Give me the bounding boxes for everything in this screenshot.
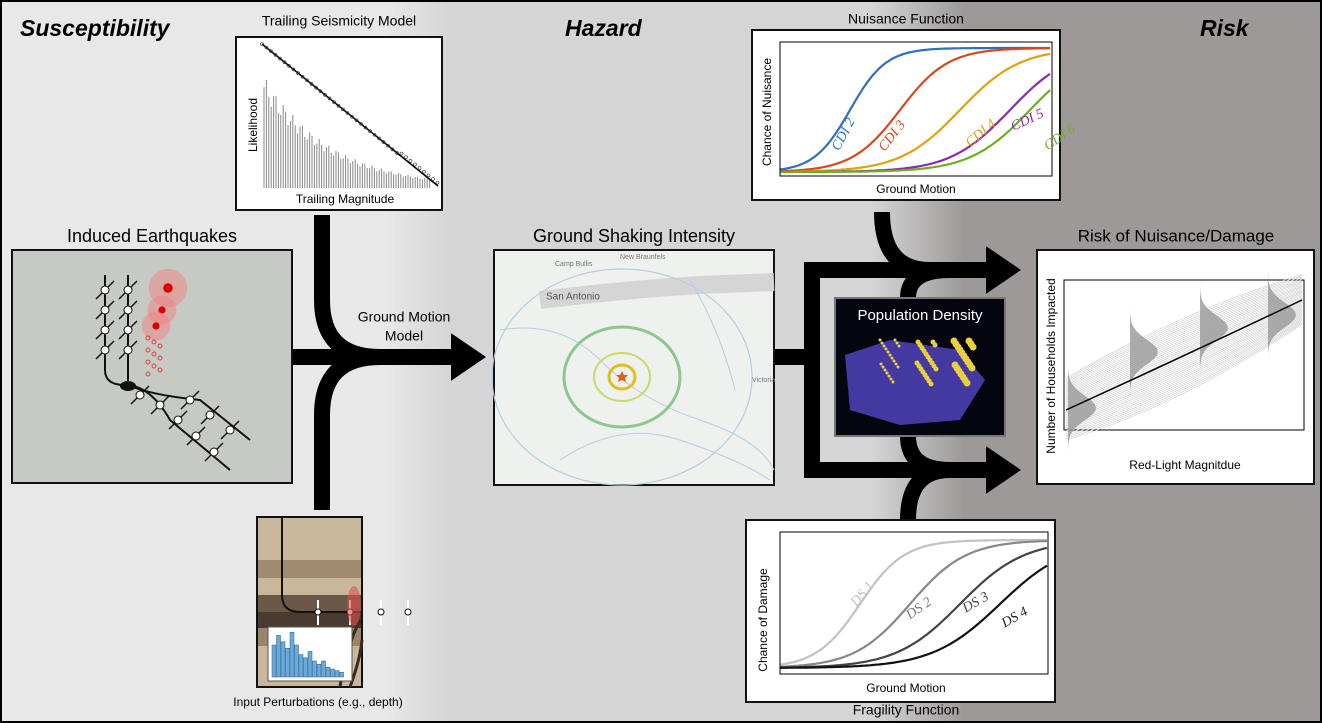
inset-bar (322, 661, 326, 677)
panel-title: Ground Shaking Intensity (533, 226, 735, 246)
place-label: Victoria (752, 377, 775, 384)
density-point (882, 366, 885, 369)
density-point (891, 357, 894, 360)
inset-bar (308, 651, 312, 677)
inset-bar (335, 671, 339, 677)
inset-bar (295, 645, 299, 677)
place-label: New Braunfels (620, 254, 666, 261)
arrow-label: Ground Motion (358, 309, 451, 325)
event (163, 283, 173, 293)
inset-bar (290, 632, 294, 677)
density-point (970, 344, 977, 351)
axis-label: Chance of Nuisance (760, 58, 774, 166)
perforation (192, 432, 200, 440)
density-point (969, 365, 976, 372)
panel-title: Risk of Nuisance/Damage (1078, 226, 1275, 245)
density-point (893, 360, 896, 363)
inset-bar (326, 667, 330, 677)
seismicity (347, 586, 361, 626)
axis-label: Likelihood (246, 98, 260, 152)
inset-bar (304, 658, 308, 677)
caption: Input Perturbations (e.g., depth) (233, 695, 402, 709)
inset-bar (340, 672, 344, 677)
density-point (888, 375, 891, 378)
density-point (897, 366, 900, 369)
stage-label: Susceptibility (20, 15, 171, 41)
density-point (892, 381, 895, 384)
perforation (210, 448, 218, 456)
perforation (101, 286, 109, 294)
panel (746, 520, 1055, 702)
stage-label: Risk (1200, 15, 1250, 41)
place-label: Camp Bullis (555, 261, 593, 268)
stage-label: Hazard (565, 15, 643, 41)
density-point (898, 345, 901, 348)
density-point (889, 354, 892, 357)
perforation (124, 326, 132, 334)
density-point (964, 380, 971, 387)
perforation (405, 609, 411, 615)
junction (120, 381, 136, 391)
perforation (174, 416, 182, 424)
density-point (933, 343, 938, 348)
perforation (124, 286, 132, 294)
inset-bar (331, 669, 335, 677)
density-point (890, 378, 893, 381)
arrow-label: Model (385, 328, 423, 344)
inset-bar (313, 661, 317, 677)
density-point (894, 339, 897, 342)
diagram: Susceptibility Hazard Risk Trailing Seis… (0, 0, 1322, 723)
perforation (101, 326, 109, 334)
perforation (186, 396, 194, 404)
panel-title: Trailing Seismicity Model (262, 13, 416, 29)
density-point (929, 382, 934, 387)
panel-title: Induced Earthquakes (67, 226, 237, 246)
inset-bar (299, 655, 303, 677)
panel (752, 30, 1060, 200)
axis-label: Red-Light Magnitdue (1129, 458, 1241, 472)
perforation (156, 401, 164, 409)
perforation (136, 391, 144, 399)
inset-bar (317, 664, 321, 677)
density-point (895, 363, 898, 366)
inset-bar (281, 642, 285, 677)
perforation (378, 609, 384, 615)
axis-label: Chance of Damage (756, 568, 770, 672)
density-point (896, 342, 899, 345)
place-label: San Antonio (546, 292, 600, 303)
density-point (887, 351, 890, 354)
perforation (124, 346, 132, 354)
axis-label: Ground Motion (876, 182, 955, 196)
inset-bar (277, 635, 281, 677)
density-point (879, 339, 882, 342)
density-point (886, 372, 889, 375)
axis-label: Ground Motion (866, 681, 945, 695)
panel-title: Population Density (857, 307, 983, 324)
well-network (13, 251, 291, 482)
perforation (101, 306, 109, 314)
density-point (884, 369, 887, 372)
panel-title: Nuisance Function (848, 11, 964, 27)
density-point (881, 342, 884, 345)
page: Susceptibility Hazard Risk Trailing Seis… (0, 0, 1322, 723)
inset-bar (272, 645, 276, 677)
panel-title: Fragility Function (853, 702, 960, 718)
panel (1037, 250, 1314, 484)
perforation (101, 346, 109, 354)
layer (258, 595, 361, 613)
layer (258, 560, 361, 578)
density-point (934, 367, 939, 372)
perforation (124, 306, 132, 314)
event (152, 322, 159, 329)
density-point (883, 345, 886, 348)
density-point (885, 348, 888, 351)
population-density (845, 338, 985, 426)
perforation (315, 609, 321, 615)
perforation (226, 426, 234, 434)
density-point (880, 363, 883, 366)
axis-label: Number of Households Impacted (1044, 278, 1058, 453)
axis-label: Trailing Magnitude (296, 192, 395, 206)
perforation (206, 411, 214, 419)
inset-bar (286, 648, 290, 677)
